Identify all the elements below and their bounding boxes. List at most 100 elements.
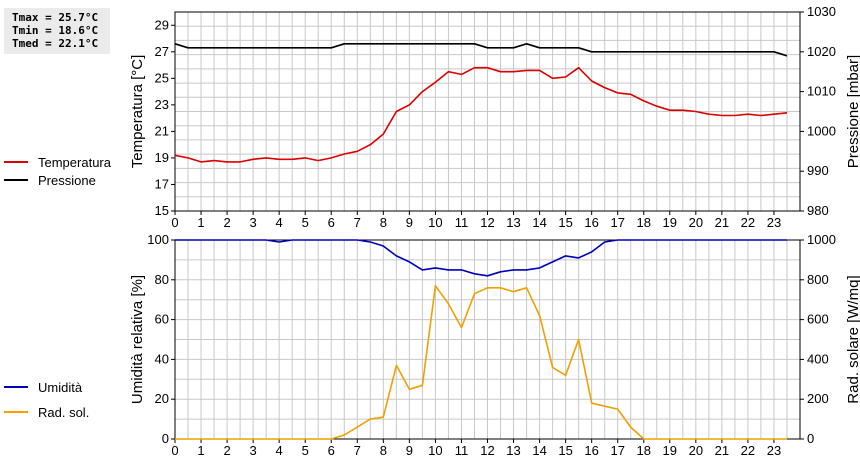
x-tick-label-top: 21 [715,215,729,230]
y-tick-label-top: 25 [155,70,169,85]
y-tick-label-top: 27 [155,44,169,59]
y-tick-label-bottom: 20 [155,391,169,406]
x-tick-label-top: 14 [532,215,546,230]
x-tick-label-top: 15 [558,215,572,230]
y2-tick-label-top: 1020 [807,44,836,59]
x-tick-label-top: 2 [223,215,230,230]
x-tick-label-bottom: 15 [558,443,572,458]
x-tick-label-top: 22 [741,215,755,230]
x-tick-label-bottom: 4 [276,443,283,458]
y-tick-label-top: 17 [155,176,169,191]
x-tick-label-top: 20 [689,215,703,230]
legend-label-umidita: Umidità [38,379,83,395]
x-tick-label-bottom: 3 [250,443,257,458]
legend-item-temperatura: Temperatura [4,153,111,171]
x-tick-label-top: 16 [584,215,598,230]
y2-axis-label-bottom: Rad. solare [W/mq] [845,275,860,403]
series-line-temperatura [174,66,788,163]
y2-tick-label-top: 1010 [807,84,836,99]
x-tick-label-top: 0 [171,215,178,230]
x-tick-label-bottom: 8 [380,443,387,458]
y-axis-label-bottom: Umidità relativa [%] [129,275,146,404]
x-tick-label-bottom: 14 [532,443,546,458]
y2-tick-label-bottom: 600 [807,312,829,327]
y2-tick-label-bottom: 1000 [807,232,836,247]
y-tick-label-bottom: 0 [162,431,169,446]
x-tick-label-bottom: 7 [354,443,361,458]
y-tick-label-top: 29 [155,17,169,32]
legend-top: Temperatura Pressione [4,153,111,189]
y-tick-label-top: 21 [155,123,169,138]
x-tick-label-top: 4 [276,215,283,230]
x-tick-label-bottom: 10 [428,443,442,458]
tmed-label: Tmed = 22.1°C [12,37,99,50]
x-tick-label-top: 9 [406,215,413,230]
x-tick-label-top: 23 [767,215,781,230]
x-tick-label-bottom: 21 [715,443,729,458]
x-tick-label-bottom: 12 [480,443,494,458]
series-line-pressione [174,42,788,57]
x-tick-label-bottom: 13 [506,443,520,458]
y2-tick-label-bottom: 400 [807,351,829,366]
x-tick-label-bottom: 16 [584,443,598,458]
x-tick-label-bottom: 1 [197,443,204,458]
x-tick-label-bottom: 5 [302,443,309,458]
legend-swatch-pressione [4,179,28,181]
y-tick-label-bottom: 80 [155,272,169,287]
x-tick-label-top: 5 [302,215,309,230]
x-tick-label-top: 7 [354,215,361,230]
y2-tick-label-top: 1000 [807,123,836,138]
x-tick-label-top: 13 [506,215,520,230]
legend-label-pressione: Pressione [38,172,96,188]
legend-swatch-radsol [4,411,28,413]
y-tick-label-bottom: 40 [155,351,169,366]
y2-tick-label-top: 980 [807,203,829,218]
y2-axis-label-top: Pressione [mbar] [845,55,860,168]
x-tick-label-bottom: 22 [741,443,755,458]
y-tick-label-top: 15 [155,203,169,218]
x-tick-label-bottom: 9 [406,443,413,458]
stats-box: Tmax = 25.7°C Tmin = 18.6°C Tmed = 22.1°… [4,8,110,54]
x-tick-label-top: 8 [380,215,387,230]
x-tick-label-bottom: 6 [328,443,335,458]
legend-label-temperatura: Temperatura [38,154,111,170]
x-tick-label-top: 6 [328,215,335,230]
legend-swatch-umidita [4,386,28,388]
y2-tick-label-top: 990 [807,163,829,178]
x-tick-label-top: 3 [250,215,257,230]
tmin-label: Tmin = 18.6°C [12,24,99,37]
series-line-radsol [175,284,787,440]
x-tick-label-top: 19 [663,215,677,230]
y-tick-label-top: 19 [155,150,169,165]
y2-tick-label-bottom: 200 [807,391,829,406]
x-tick-label-top: 17 [610,215,624,230]
x-tick-label-bottom: 2 [223,443,230,458]
y2-tick-label-bottom: 800 [807,272,829,287]
legend-label-radsol: Rad. sol. [38,404,90,420]
y-axis-label-top: Temperatura [°C] [129,55,146,169]
x-tick-label-top: 18 [637,215,651,230]
y2-tick-label-bottom: 0 [807,431,814,446]
y2-tick-label-top: 1030 [807,4,836,19]
y-tick-label-bottom: 60 [155,312,169,327]
x-tick-label-top: 11 [455,215,469,230]
legend-item-pressione: Pressione [4,171,111,189]
series-line-umidit [175,239,787,277]
x-tick-label-top: 12 [480,215,494,230]
legend-bottom: Umidità Rad. sol. [4,378,89,421]
tmax-label: Tmax = 25.7°C [12,11,99,24]
legend-item-radsol: Rad. sol. [4,403,89,421]
y-tick-label-top: 23 [155,97,169,112]
y-tick-label-bottom: 100 [147,232,169,247]
legend-swatch-temperatura [4,161,28,163]
x-tick-label-bottom: 23 [767,443,781,458]
x-tick-label-bottom: 11 [455,443,469,458]
x-tick-label-top: 10 [428,215,442,230]
x-tick-label-bottom: 20 [689,443,703,458]
x-tick-label-bottom: 0 [171,443,178,458]
x-tick-label-bottom: 19 [663,443,677,458]
legend-item-umidita: Umidità [4,378,89,396]
x-tick-label-bottom: 17 [610,443,624,458]
x-tick-label-top: 1 [197,215,204,230]
